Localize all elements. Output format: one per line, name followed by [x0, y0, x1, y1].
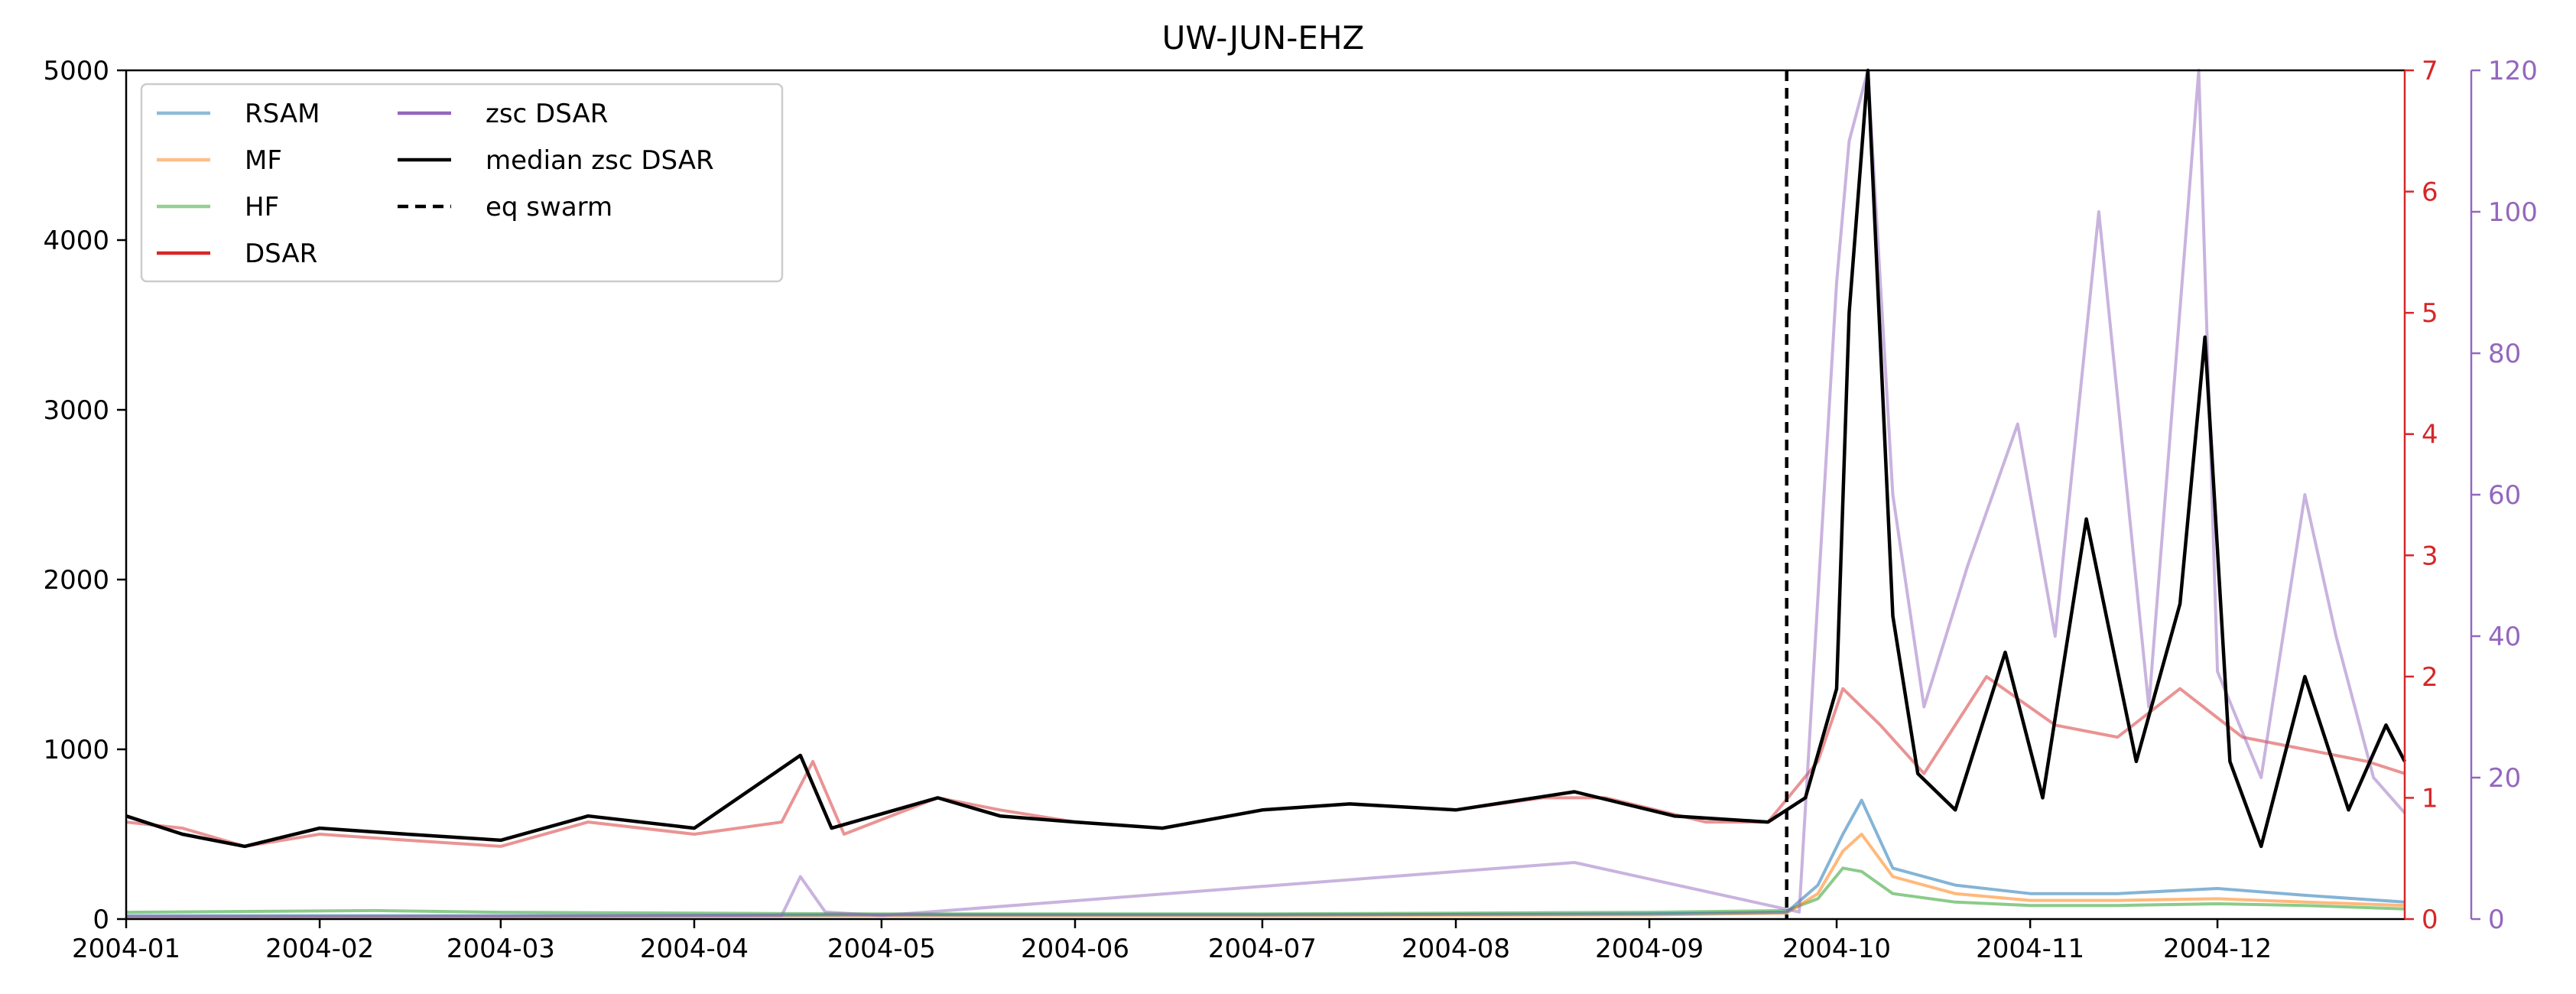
legend-label: zsc DSAR — [486, 99, 608, 129]
series-zsc-dsar — [125, 69, 2406, 919]
y-tick-label: 0 — [93, 905, 109, 935]
x-tick-label: 2004-05 — [827, 934, 936, 964]
dsar-tick-label: 1 — [2422, 783, 2438, 814]
zsc-tick-label: 0 — [2488, 905, 2505, 935]
zsc-tick-label: 100 — [2488, 197, 2538, 228]
legend-label: MF — [245, 145, 282, 176]
x-tick-label: 2004-06 — [1021, 934, 1129, 964]
dsar-tick-label: 4 — [2422, 420, 2438, 450]
x-tick-label: 2004-12 — [2163, 934, 2272, 964]
legend: RSAM MF HF DSAR zsc DSAR median zsc DSAR eq sw… — [140, 83, 784, 283]
x-tick-label: 2004-11 — [1976, 934, 2084, 964]
series-median-zsc-dsar — [125, 68, 2407, 849]
plot-area — [125, 68, 2407, 919]
x-tick-label: 2004-10 — [1782, 934, 1891, 964]
dsar-tick-label: 7 — [2422, 56, 2438, 86]
x-tick-label: 2004-03 — [447, 934, 555, 964]
legend-label: RSAM — [245, 99, 320, 129]
chart-title: UW-JUN-EHZ — [1162, 19, 1365, 57]
legend-label: eq swarm — [486, 192, 612, 223]
x-tick-label: 2004-07 — [1208, 934, 1317, 964]
y-tick-label: 1000 — [43, 735, 109, 765]
zsc-tick-label: 80 — [2488, 339, 2521, 369]
x-tick-label: 2004-08 — [1402, 934, 1510, 964]
x-tick-label: 2004-02 — [265, 934, 374, 964]
dsar-tick-label: 3 — [2422, 541, 2438, 571]
dsar-tick-label: 6 — [2422, 177, 2438, 208]
zsc-tick-label: 40 — [2488, 622, 2521, 652]
legend-label: HF — [245, 192, 279, 223]
legend-label: DSAR — [245, 239, 317, 269]
y-tick-label: 3000 — [43, 395, 109, 426]
series-dsar — [125, 674, 2405, 848]
series-rsam — [126, 798, 2405, 918]
x-tick-label: 2004-01 — [72, 934, 180, 964]
y-tick-label: 4000 — [43, 226, 109, 256]
x-tick-label: 2004-09 — [1595, 934, 1704, 964]
dsar-tick-label: 2 — [2422, 662, 2438, 693]
legend-label: median zsc DSAR — [486, 145, 714, 176]
zsc-tick-label: 120 — [2488, 56, 2538, 86]
legend-frame — [140, 83, 784, 283]
y-tick-label: 5000 — [43, 56, 109, 86]
x-tick-label: 2004-04 — [640, 934, 749, 964]
dsar-tick-label: 5 — [2422, 298, 2438, 329]
zsc-tick-label: 20 — [2488, 763, 2521, 794]
dsar-tick-label: 0 — [2422, 905, 2438, 935]
title-group: UW-JUN-EHZ — [1162, 19, 1365, 57]
axes-layer: 2004-01 2004-02 2004-03 2004-04 2004-05 2004-… — [43, 56, 2537, 964]
series-hf — [125, 866, 2405, 916]
zsc-tick-label: 60 — [2488, 480, 2521, 511]
y-tick-label: 2000 — [43, 565, 109, 596]
